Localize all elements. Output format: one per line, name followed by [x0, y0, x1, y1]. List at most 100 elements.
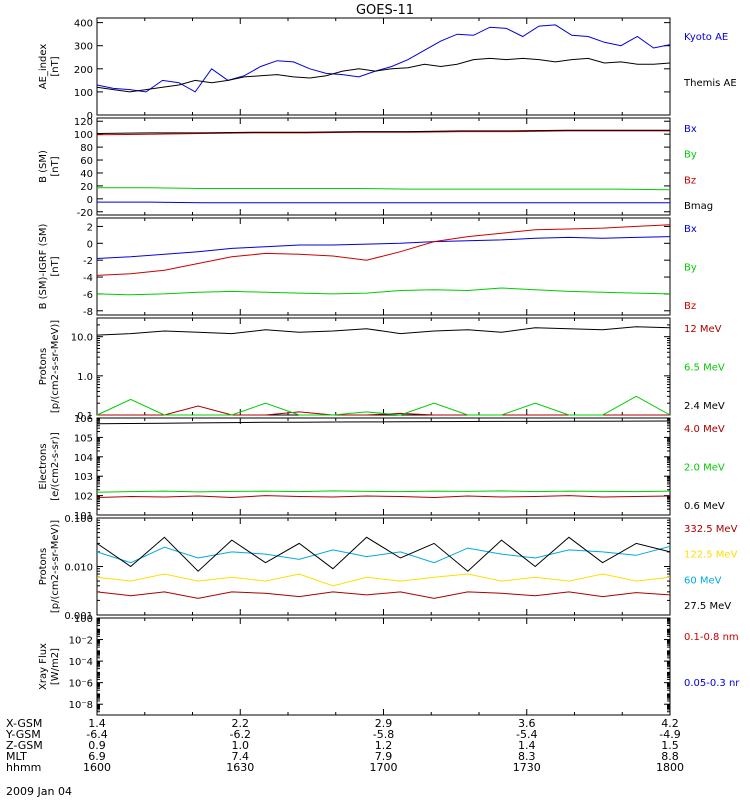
orbit-value-ygsm: -5.4: [516, 728, 537, 741]
y-axis-title: [nT]: [50, 256, 61, 276]
series-line-themis-ae: [96, 57, 671, 93]
y-tick-label: 80: [80, 143, 93, 154]
panel-1: 0 100 200 300 400 AE_index [nT] Kyoto AE Themis …: [38, 17, 737, 122]
orbit-value-zgsm: 1.5: [661, 739, 679, 752]
y-tick-label: 100: [74, 614, 93, 625]
orbit-value-mlt: 8.8: [661, 750, 679, 763]
figure-title: GOES-11: [356, 3, 414, 18]
orbit-value-xgsm: 4.2: [661, 717, 679, 730]
orbit-value-zgsm: 1.2: [375, 739, 393, 752]
series-line-2-4-mev: [96, 326, 671, 336]
y-axis-title: Electrons: [38, 443, 49, 489]
y-tick-label: 400: [74, 19, 93, 30]
legend-label: Kyoto AE: [684, 32, 728, 43]
legend-label: Bx: [684, 124, 697, 135]
orbit-value-hhmm: 1700: [370, 761, 398, 774]
series-line-332-5-mev: [96, 591, 671, 599]
y-tick-label: 1.0: [77, 372, 93, 383]
series-line-60-mev: [96, 545, 671, 564]
y-tick-label: 103: [74, 472, 93, 483]
legend-label: 0.05-0.3 nr: [684, 678, 740, 689]
legend-label: 4.0 MeV: [684, 424, 725, 435]
y-tick-label: 100: [74, 130, 93, 141]
orbit-value-hhmm: 1800: [656, 761, 684, 774]
orbit-row-label: MLT: [6, 750, 27, 763]
legend-label: 332.5 MeV: [684, 524, 738, 535]
series-line-kyoto-ae: [96, 24, 671, 93]
y-axis-title: Protons: [38, 348, 49, 385]
series-line-4-0-mev: [96, 495, 671, 499]
legend-label: Bz: [684, 301, 696, 312]
panel-2: -20 0 20 40 60 80 100 120 B (SM) [nT] Bx By Bz Bmag: [38, 117, 713, 219]
orbit-value-hhmm: 1600: [83, 761, 111, 774]
orbit-value-zgsm: 0.9: [88, 739, 106, 752]
y-tick-label: 10⁻2: [69, 636, 93, 647]
y-axis-title: Xray Flux: [38, 643, 49, 690]
legend-label: 2.4 MeV: [684, 401, 725, 412]
y-tick-label: 10⁻4: [69, 657, 93, 668]
y-tick-label: 2: [87, 222, 93, 233]
panel-frame: [96, 417, 671, 516]
series-line-by: [96, 287, 671, 296]
y-axis-title: B (SM): [38, 150, 49, 183]
y-tick-label: -8: [83, 307, 93, 318]
y-axis-title: [e/(cm2-s-sr)]: [50, 432, 61, 501]
orbit-value-mlt: 7.4: [232, 750, 250, 763]
orbit-value-ygsm: -4.9: [659, 728, 680, 741]
series-line-0-6-mev: [96, 420, 671, 425]
panel-frame: [96, 317, 671, 416]
y-tick-label: 10⁻8: [69, 700, 93, 711]
panel-3: -8 -6 -4 -2 0 2 B (SM)-IGRF (SM) [nT] Bx By Bz: [38, 217, 697, 318]
orbit-value-ygsm: -6.2: [230, 728, 251, 741]
y-axis-title: [p/(cm2-s-sr-MeV)]: [50, 520, 61, 613]
series-line-bx: [97, 201, 670, 204]
panel-frame: [96, 517, 671, 616]
series-line-27-5-mev: [96, 536, 671, 572]
y-axis-title: Protons: [38, 548, 49, 585]
panel-frame: [96, 17, 671, 116]
y-tick-label: 40: [80, 169, 93, 180]
orbit-row-label: Z-GSM: [6, 739, 43, 752]
y-tick-label: 106: [74, 414, 93, 425]
y-axis-title: [W/m2]: [50, 648, 61, 685]
legend-label: 27.5 MeV: [684, 601, 731, 612]
y-tick-label: 102: [74, 492, 93, 503]
orbit-value-mlt: 6.9: [88, 750, 106, 763]
legend-label: Bz: [684, 175, 696, 186]
y-tick-label: 0: [87, 195, 93, 206]
orbit-value-zgsm: 1.4: [518, 739, 536, 752]
legend-label: 60 MeV: [684, 575, 722, 586]
y-tick-label: 0.100: [64, 514, 93, 525]
y-tick-label: -6: [83, 290, 93, 301]
legend-label: Bmag: [684, 201, 713, 212]
legend-label: 122.5 MeV: [684, 550, 738, 561]
legend-label: 12 MeV: [684, 324, 722, 335]
legend-label: By: [684, 150, 697, 161]
legend-label: Bx: [684, 224, 697, 235]
panel-6: 0.001 0.010 0.100 Protons [p/(cm2-s-sr-MeV)]…: [38, 514, 738, 622]
orbit-value-mlt: 8.3: [518, 750, 536, 763]
series-line-bmag: [96, 129, 670, 134]
series-line-bz: [96, 130, 670, 136]
panel-5: 101 102 103 104 105 106 Electrons [e/(cm2-s-sr)…: [38, 414, 725, 522]
y-tick-label: 120: [74, 117, 93, 128]
orbit-value-hhmm: 1630: [226, 761, 254, 774]
y-tick-label: 0: [87, 111, 93, 122]
y-tick-label: 0.001: [64, 611, 93, 622]
series-line-6-5-mev: [96, 395, 671, 416]
panel-frame: [96, 617, 671, 716]
y-tick-label: 20: [80, 182, 93, 193]
legend-label: 0.1-0.8 nm: [684, 632, 739, 643]
orbit-row-label: Y-GSM: [5, 728, 41, 741]
y-tick-label: 200: [74, 65, 93, 76]
y-tick-label: 101: [74, 511, 93, 522]
y-tick-label: 0.010: [64, 563, 93, 574]
orbit-value-zgsm: 1.0: [232, 739, 250, 752]
y-tick-label: 10⁻6: [69, 679, 93, 690]
series-line-by: [97, 187, 671, 191]
y-tick-label: 100: [74, 88, 93, 99]
y-tick-label: -20: [77, 208, 93, 219]
legend-label: By: [684, 263, 697, 274]
y-axis-title: B (SM)-IGRF (SM): [38, 224, 49, 310]
